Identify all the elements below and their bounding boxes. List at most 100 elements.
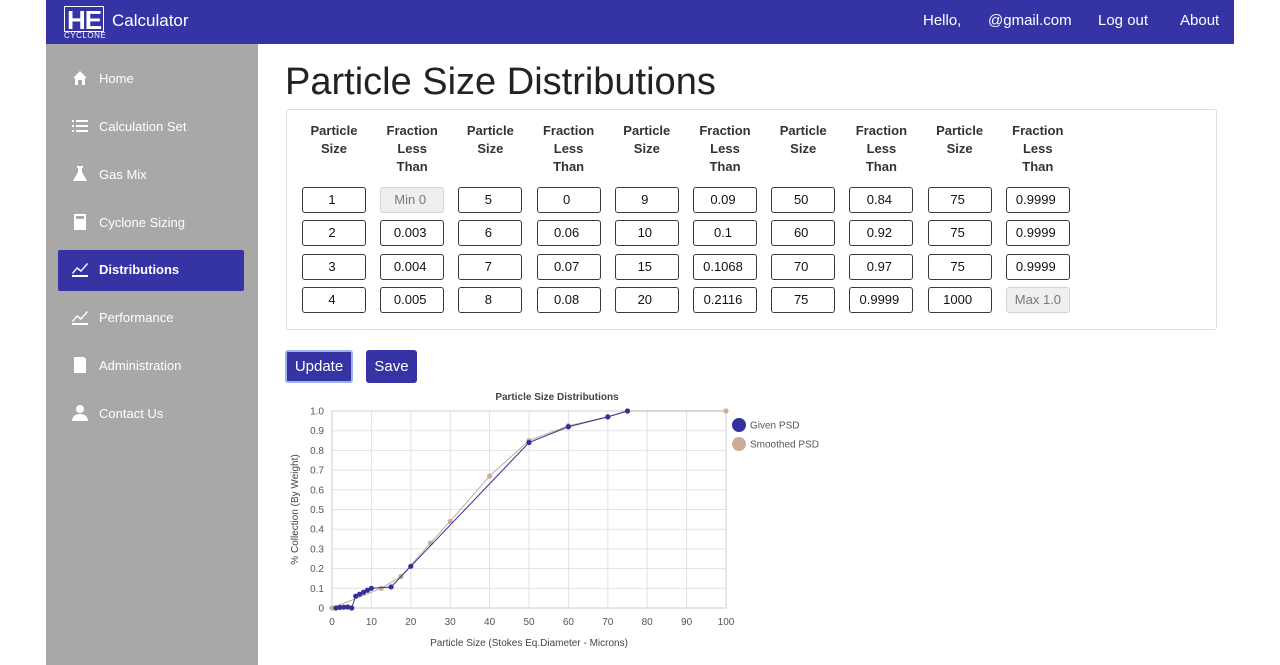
- column-header: Fraction Less Than: [386, 123, 438, 174]
- input-cell[interactable]: 0.9999: [1005, 220, 1070, 247]
- input-cell[interactable]: 75: [927, 220, 992, 247]
- column-header: Particle Size: [936, 123, 984, 156]
- icon-shape: [72, 405, 88, 422]
- sidebar-item[interactable]: Cyclone Sizing: [99, 214, 185, 230]
- input-cell[interactable]: 0.2116: [693, 287, 757, 314]
- input-cell[interactable]: 0.004: [380, 253, 445, 280]
- input-cell[interactable]: 70: [771, 253, 836, 280]
- y-tick-label: 0.5: [310, 505, 324, 516]
- sidebar-item[interactable]: Performance: [99, 310, 174, 326]
- x-tick-label: 10: [366, 617, 378, 628]
- x-tick-label: 50: [523, 617, 535, 628]
- data-point: [368, 585, 374, 591]
- input-cell[interactable]: 0.003: [380, 220, 445, 247]
- y-tick-label: 0.6: [310, 485, 324, 496]
- input-cell[interactable]: 2: [302, 220, 366, 247]
- input-cell[interactable]: 1000: [927, 287, 992, 314]
- input-cell[interactable]: 15: [614, 253, 679, 280]
- input-cell[interactable]: 6: [458, 220, 523, 247]
- y-tick-label: 0.7: [310, 466, 324, 477]
- sidebar: [46, 44, 258, 665]
- sidebar-item[interactable]: Administration: [99, 358, 182, 374]
- icon-shape: [73, 165, 87, 181]
- data-point: [349, 605, 355, 611]
- data-point: [353, 593, 359, 599]
- input-cell[interactable]: 0.1: [693, 220, 757, 247]
- input-cell[interactable]: 7: [458, 253, 523, 280]
- input-cell[interactable]: 3: [302, 253, 366, 280]
- x-tick-label: 100: [718, 617, 735, 628]
- input-cell[interactable]: 0.84: [849, 187, 914, 213]
- nav-icon: [72, 263, 88, 278]
- input-cell[interactable]: 0.09: [693, 187, 757, 213]
- data-point: [333, 605, 339, 611]
- data-point: [360, 589, 367, 595]
- legend-swatch: [732, 418, 746, 432]
- input-cell[interactable]: 0.06: [536, 220, 601, 247]
- nav-link[interactable]: About: [1180, 12, 1220, 29]
- table-panel: [286, 109, 1217, 330]
- logo-subtext: CYCLONE: [64, 31, 107, 40]
- legend-swatch: [732, 437, 746, 451]
- input-cell[interactable]: 0.9999: [1005, 253, 1070, 280]
- x-axis-label: Particle Size (Stokes Eq.Diameter - Micr…: [430, 638, 628, 649]
- x-tick-label: 90: [681, 617, 693, 628]
- input-cell[interactable]: 0.1068: [693, 253, 757, 280]
- legend-label: Given PSD: [750, 421, 799, 432]
- input-cell[interactable]: 8: [458, 287, 523, 314]
- data-point: [526, 439, 532, 446]
- x-tick-label: 0: [329, 617, 335, 628]
- save-button[interactable]: Save: [366, 350, 417, 383]
- data-point: [723, 408, 729, 414]
- input-cell[interactable]: 75: [927, 187, 992, 213]
- active-item-bg: [58, 250, 244, 292]
- input-cell[interactable]: 50: [771, 187, 836, 213]
- icon-shape: [72, 119, 88, 132]
- nav-icon: [73, 71, 87, 85]
- nav-link[interactable]: Log out: [1098, 12, 1149, 29]
- data-point: [605, 414, 611, 420]
- sidebar-item[interactable]: Gas Mix: [99, 166, 147, 182]
- input-cell[interactable]: 0.08: [536, 287, 601, 314]
- data-point: [337, 604, 343, 611]
- icon-shape: [74, 213, 86, 230]
- input-cell[interactable]: 0.07: [536, 253, 601, 280]
- update-button[interactable]: Update: [285, 350, 353, 383]
- input-cell[interactable]: 0.005: [380, 287, 445, 314]
- input-cell[interactable]: 0.9999: [1005, 187, 1070, 213]
- sidebar-item[interactable]: Distributions: [99, 262, 180, 278]
- input-cell[interactable]: 0.9999: [849, 287, 914, 314]
- input-cell[interactable]: 0.97: [849, 253, 914, 280]
- input-cell[interactable]: 4: [302, 287, 366, 314]
- nav-icon: [72, 405, 88, 422]
- sidebar-item[interactable]: Calculation Set: [99, 118, 187, 134]
- y-tick-label: 0.4: [310, 525, 324, 536]
- icon-shape: [72, 311, 88, 326]
- nav-link[interactable]: @gmail.com: [988, 12, 1072, 29]
- app-name: Calculator: [112, 11, 189, 30]
- column-header: Particle Size: [466, 123, 514, 156]
- input-cell[interactable]: 10: [614, 220, 679, 247]
- sidebar-item[interactable]: Home: [99, 71, 134, 86]
- input-cell[interactable]: 75: [771, 287, 836, 314]
- input-cell[interactable]: 60: [771, 220, 836, 247]
- sidebar-item[interactable]: Contact Us: [99, 406, 164, 422]
- input-cell[interactable]: 20: [614, 287, 679, 314]
- data-point: [345, 604, 351, 610]
- input-cell[interactable]: 5: [458, 187, 523, 213]
- nav-link[interactable]: Hello,: [923, 12, 962, 29]
- x-tick-label: 20: [405, 617, 417, 628]
- input-cell[interactable]: 1: [302, 187, 366, 213]
- input-cell[interactable]: 0.92: [849, 220, 914, 247]
- data-point: [341, 604, 347, 610]
- input-cell[interactable]: 9: [614, 187, 679, 213]
- data-point: [408, 563, 414, 569]
- y-tick-label: 0.8: [310, 446, 324, 457]
- column-header: Particle Size: [310, 123, 358, 156]
- input-cell: Min 0: [380, 187, 445, 213]
- column-header: Particle Size: [779, 123, 827, 156]
- input-cell[interactable]: 75: [927, 253, 992, 280]
- input-cell: Max 1.0: [1005, 287, 1070, 314]
- input-cell[interactable]: 0: [536, 187, 601, 213]
